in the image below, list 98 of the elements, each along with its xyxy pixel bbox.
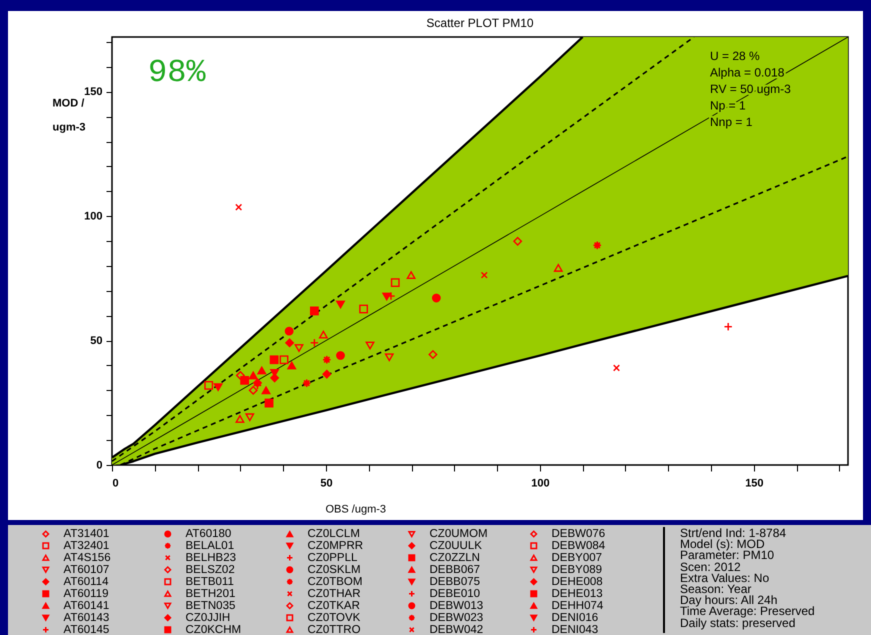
point (285, 338, 294, 348)
point (406, 271, 416, 280)
x-axis-title: OBS /ugm-3 (326, 504, 386, 516)
legend-label: DEBW084 (552, 540, 606, 552)
point (214, 383, 223, 392)
point (359, 304, 368, 314)
annotation: Alpha = 0.018 (710, 66, 785, 80)
point (248, 372, 258, 380)
legend-label: BETH201 (186, 588, 236, 600)
point (284, 326, 294, 336)
point (245, 413, 254, 422)
legend-label: AT60114 (64, 576, 110, 588)
legend-label: CZ0TKAR (308, 600, 360, 612)
legend-label: AT32401 (64, 540, 110, 552)
legend-label: CZ0PPLL (308, 552, 358, 564)
legend-label: AT60107 (64, 564, 110, 576)
y-tick-label: 100 (84, 210, 102, 223)
legend-label: DEBE010 (430, 588, 480, 600)
annotation: U = 28 % (710, 49, 760, 63)
point (390, 278, 400, 288)
legend-label: DEBB067 (430, 564, 480, 576)
legend-label: DEBW023 (430, 612, 484, 624)
x-tick-label: 150 (745, 478, 764, 490)
legend-label: DENI043 (552, 624, 598, 635)
legend-label: AT60141 (64, 600, 110, 612)
point (204, 380, 214, 390)
legend-label: DEBW013 (430, 600, 484, 612)
legend-label: CZ0KCHM (186, 624, 242, 635)
legend-label: CZ0THAR (308, 588, 361, 600)
legend-label: CZ0TTRO (308, 624, 361, 635)
legend-label: AT60180 (186, 528, 232, 540)
annotation: RV = 50 ugm-3 (710, 82, 792, 96)
legend-label: DEBW042 (430, 624, 484, 635)
legend-label: DEBB075 (430, 576, 480, 588)
legend-label: AT60145 (64, 624, 110, 635)
point (257, 366, 266, 374)
legend-label: CZ0UULK (430, 540, 482, 552)
point (280, 355, 288, 364)
legend-label: CZ0UMOM (430, 528, 488, 540)
legend-label: AT31401 (64, 528, 110, 540)
point (384, 353, 394, 362)
annotation: 98% (148, 54, 206, 91)
legend-label: AT60143 (64, 612, 110, 624)
point (613, 364, 620, 372)
point (287, 362, 296, 370)
point (366, 342, 374, 350)
point (554, 264, 563, 272)
legend-label: BETB011 (186, 576, 234, 588)
y-tick-label: 0 (96, 460, 102, 472)
point (248, 386, 258, 395)
legend-label: DEHE013 (552, 588, 603, 600)
x-tick-label: 100 (531, 478, 550, 490)
point (264, 398, 274, 408)
legend-label: BELHB23 (186, 552, 236, 564)
legend-label: BELSZ02 (186, 564, 235, 576)
legend-label: CZ0JJIH (186, 612, 230, 624)
legend-label: AT60119 (64, 588, 108, 600)
legend-label: DEHH074 (552, 600, 604, 612)
point (294, 344, 304, 352)
point (236, 415, 244, 423)
x-tick-label: 50 (320, 478, 333, 490)
x-tick-label: 0 (112, 478, 119, 490)
legend-label: CZ0LCLM (308, 528, 360, 540)
y-axis-title: MOD / ugm-3 (52, 98, 86, 134)
point (428, 350, 438, 359)
point (336, 351, 345, 360)
legend-label: AT4S156 (64, 552, 111, 564)
legend-label: BETN035 (186, 600, 236, 612)
legend-label: CZ0SKLM (308, 564, 361, 576)
legend-label: BELAL01 (186, 540, 234, 552)
point (480, 272, 488, 279)
chart-title: Scatter PLOT PM10 (426, 16, 534, 30)
legend-label: DEHE008 (552, 576, 603, 588)
point (240, 376, 250, 385)
legend-label: CZ0TOVK (308, 612, 361, 624)
point (236, 371, 245, 380)
point (318, 330, 328, 339)
legend-label: CZ0ZZLN (430, 552, 480, 564)
y-tick-label: 50 (90, 335, 102, 348)
point (513, 236, 522, 246)
point (336, 300, 345, 308)
annotation: Nnp = 1 (710, 115, 753, 129)
point (322, 370, 332, 379)
text: Model (s): MOD (680, 537, 765, 552)
legend-label: DENI016 (552, 612, 598, 624)
point (235, 204, 242, 211)
legend-label: DEBY089 (552, 564, 602, 576)
y-tick-label: 150 (84, 86, 102, 98)
legend-label: DEBY007 (552, 552, 602, 564)
point (310, 306, 319, 316)
point (270, 355, 279, 364)
legend-label: CZ0MPRR (308, 540, 364, 552)
text: Strt/end Ind: 1-8784 (680, 526, 788, 540)
legend-label: CZ0TBOM (308, 576, 362, 588)
point (382, 292, 392, 300)
point (262, 386, 270, 394)
point (432, 294, 441, 302)
legend-label: DEBW076 (552, 528, 606, 540)
